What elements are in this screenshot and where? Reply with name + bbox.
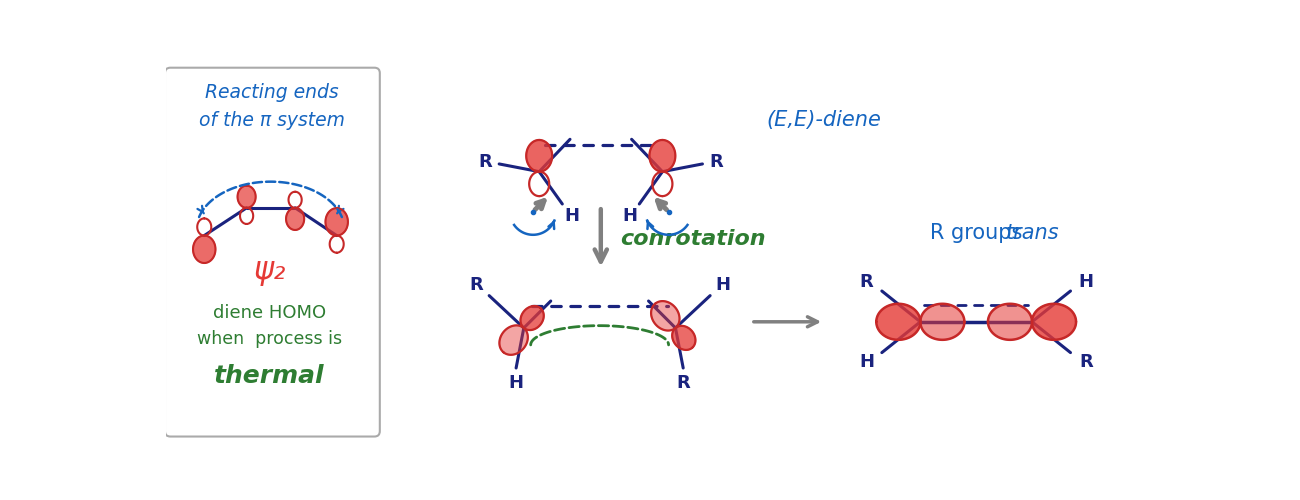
- Polygon shape: [192, 236, 216, 263]
- Polygon shape: [325, 208, 348, 236]
- Text: (E,E)-diene: (E,E)-diene: [767, 110, 881, 130]
- Text: H: H: [623, 208, 637, 226]
- Text: trans: trans: [1005, 223, 1058, 244]
- Text: H: H: [716, 276, 731, 294]
- Polygon shape: [238, 186, 256, 208]
- Text: R: R: [478, 154, 493, 172]
- Text: R groups: R groups: [930, 223, 1022, 244]
- Polygon shape: [672, 326, 696, 350]
- Text: ψ₂: ψ₂: [254, 257, 286, 286]
- Text: R: R: [859, 273, 874, 291]
- Text: R: R: [710, 154, 723, 172]
- Polygon shape: [520, 306, 543, 330]
- Polygon shape: [650, 140, 676, 172]
- Polygon shape: [988, 304, 1032, 340]
- Polygon shape: [1032, 304, 1076, 340]
- Text: Reacting ends: Reacting ends: [205, 83, 339, 102]
- Text: diene HOMO: diene HOMO: [213, 304, 326, 322]
- Polygon shape: [651, 301, 680, 330]
- Text: H: H: [508, 374, 524, 392]
- Text: of the π system: of the π system: [199, 110, 344, 130]
- Text: conrotation: conrotation: [620, 228, 766, 248]
- Polygon shape: [499, 326, 528, 355]
- Text: R: R: [676, 374, 690, 392]
- Text: H: H: [564, 208, 579, 226]
- Text: R: R: [469, 276, 482, 294]
- Text: H: H: [859, 353, 874, 371]
- Polygon shape: [920, 304, 965, 340]
- Polygon shape: [876, 304, 920, 340]
- Text: thermal: thermal: [214, 364, 325, 388]
- FancyBboxPatch shape: [165, 68, 380, 436]
- Text: H: H: [1079, 273, 1093, 291]
- Text: R: R: [1079, 353, 1093, 371]
- Text: when  process is: when process is: [198, 330, 342, 347]
- Polygon shape: [526, 140, 552, 172]
- Polygon shape: [286, 208, 304, 230]
